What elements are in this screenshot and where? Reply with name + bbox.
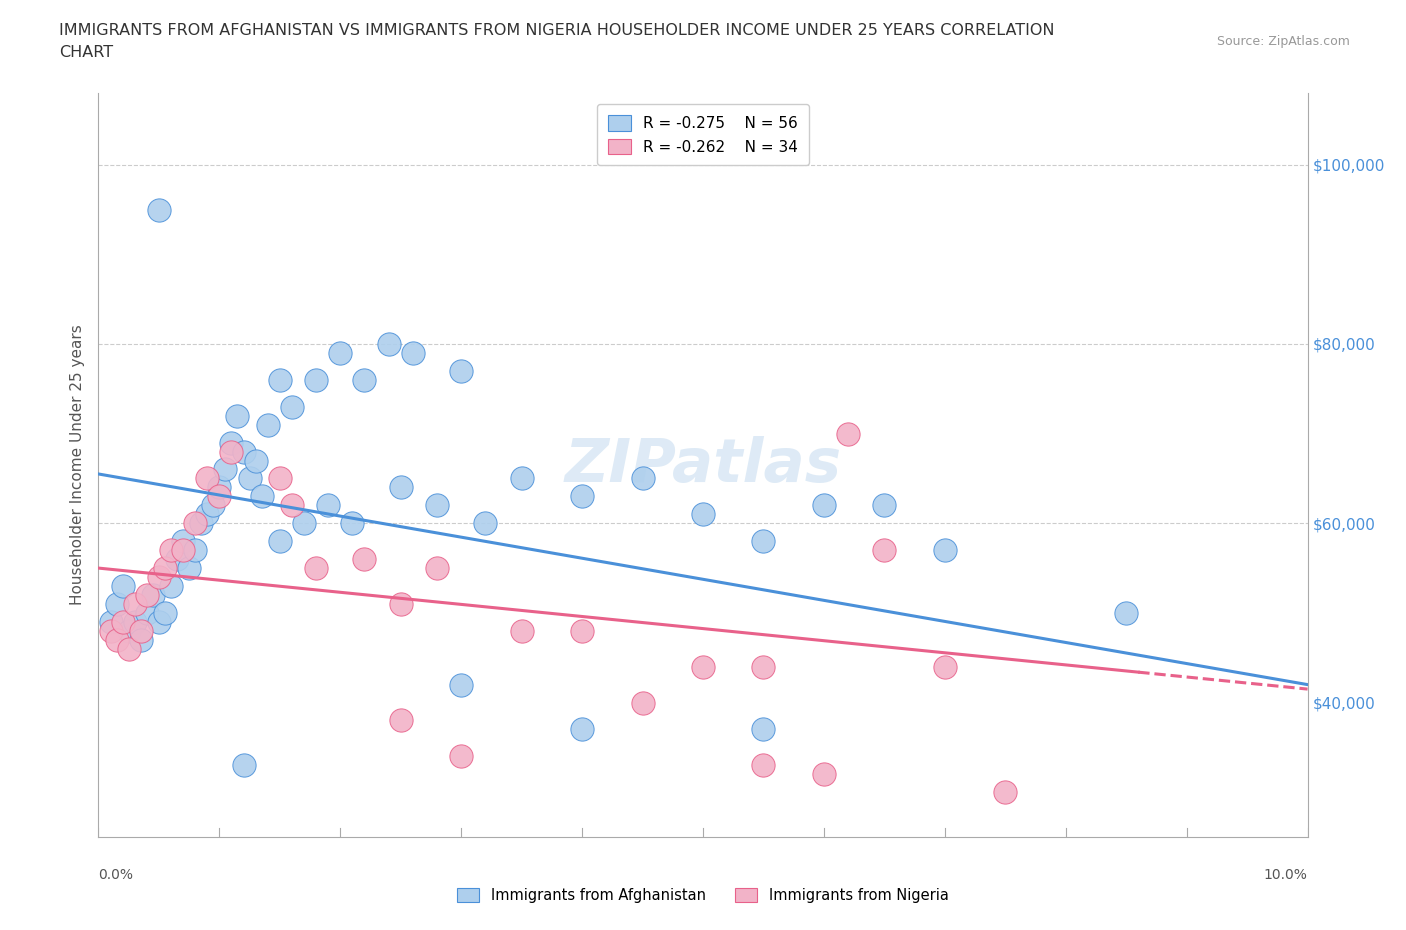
Point	[232, 758, 254, 773]
Point	[148, 569, 170, 584]
Point	[571, 623, 593, 638]
Point	[353, 372, 375, 387]
Point	[190, 516, 212, 531]
Point	[631, 695, 654, 710]
Point	[179, 561, 201, 576]
Point	[153, 605, 176, 620]
Point	[571, 722, 593, 737]
Point	[105, 632, 128, 647]
Text: CHART: CHART	[59, 45, 112, 60]
Point	[934, 659, 956, 674]
Point	[389, 480, 412, 495]
Point	[292, 516, 315, 531]
Legend: Immigrants from Afghanistan, Immigrants from Nigeria: Immigrants from Afghanistan, Immigrants …	[451, 882, 955, 909]
Point	[148, 615, 170, 630]
Point	[305, 561, 328, 576]
Point	[269, 471, 291, 485]
Point	[402, 346, 425, 361]
Point	[752, 722, 775, 737]
Point	[426, 498, 449, 512]
Point	[389, 713, 412, 728]
Point	[571, 489, 593, 504]
Point	[129, 623, 152, 638]
Point	[269, 534, 291, 549]
Point	[752, 534, 775, 549]
Y-axis label: Householder Income Under 25 years: Householder Income Under 25 years	[69, 325, 84, 605]
Point	[450, 677, 472, 692]
Text: 10.0%: 10.0%	[1264, 869, 1308, 883]
Point	[510, 471, 533, 485]
Text: Source: ZipAtlas.com: Source: ZipAtlas.com	[1216, 35, 1350, 48]
Point	[208, 480, 231, 495]
Point	[342, 516, 364, 531]
Point	[184, 516, 207, 531]
Point	[195, 471, 218, 485]
Point	[118, 623, 141, 638]
Point	[232, 445, 254, 459]
Point	[129, 632, 152, 647]
Point	[160, 578, 183, 593]
Point	[239, 471, 262, 485]
Point	[813, 498, 835, 512]
Point	[994, 785, 1017, 800]
Point	[377, 337, 399, 352]
Point	[250, 489, 273, 504]
Point	[281, 399, 304, 414]
Point	[100, 623, 122, 638]
Point	[510, 623, 533, 638]
Point	[100, 615, 122, 630]
Point	[837, 426, 859, 441]
Point	[692, 659, 714, 674]
Point	[474, 516, 496, 531]
Point	[269, 372, 291, 387]
Point	[142, 588, 165, 603]
Point	[752, 659, 775, 674]
Point	[111, 615, 134, 630]
Point	[316, 498, 339, 512]
Point	[148, 202, 170, 217]
Point	[450, 364, 472, 379]
Text: 0.0%: 0.0%	[98, 869, 134, 883]
Point	[281, 498, 304, 512]
Point	[389, 596, 412, 611]
Point	[256, 418, 278, 432]
Text: ZIPatlas: ZIPatlas	[564, 435, 842, 495]
Point	[305, 372, 328, 387]
Point	[124, 615, 146, 630]
Point	[172, 534, 194, 549]
Point	[692, 507, 714, 522]
Point	[214, 462, 236, 477]
Point	[166, 551, 188, 566]
Point	[111, 578, 134, 593]
Point	[934, 543, 956, 558]
Point	[202, 498, 225, 512]
Point	[221, 445, 243, 459]
Point	[813, 767, 835, 782]
Point	[226, 408, 249, 423]
Point	[172, 543, 194, 558]
Point	[208, 489, 231, 504]
Point	[873, 543, 896, 558]
Point	[1115, 605, 1137, 620]
Point	[153, 561, 176, 576]
Point	[124, 596, 146, 611]
Point	[329, 346, 352, 361]
Point	[353, 551, 375, 566]
Text: IMMIGRANTS FROM AFGHANISTAN VS IMMIGRANTS FROM NIGERIA HOUSEHOLDER INCOME UNDER : IMMIGRANTS FROM AFGHANISTAN VS IMMIGRANT…	[59, 23, 1054, 38]
Legend: R = -0.275    N = 56, R = -0.262    N = 34: R = -0.275 N = 56, R = -0.262 N = 34	[598, 104, 808, 166]
Point	[135, 605, 157, 620]
Point	[450, 749, 472, 764]
Point	[631, 471, 654, 485]
Point	[135, 588, 157, 603]
Point	[160, 543, 183, 558]
Point	[118, 642, 141, 657]
Point	[245, 453, 267, 468]
Point	[752, 758, 775, 773]
Point	[873, 498, 896, 512]
Point	[195, 507, 218, 522]
Point	[184, 543, 207, 558]
Point	[105, 596, 128, 611]
Point	[221, 435, 243, 450]
Point	[426, 561, 449, 576]
